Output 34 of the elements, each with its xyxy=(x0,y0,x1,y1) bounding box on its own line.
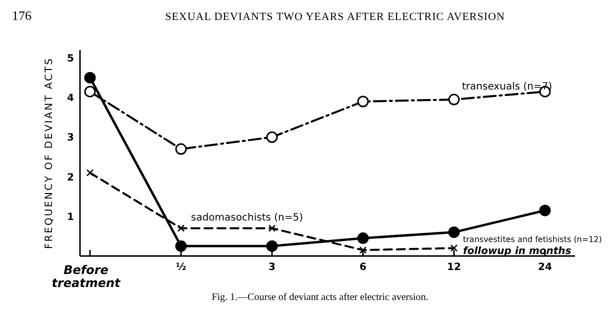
caption: Fig. 1.—Course of deviant acts after electric aversion. xyxy=(212,292,428,303)
y-tick-label: 1 xyxy=(67,212,74,223)
point xyxy=(175,143,187,155)
point xyxy=(266,240,278,252)
point xyxy=(177,224,185,232)
y-tick-label: 3 xyxy=(67,132,74,144)
chart-title: SEXUAL DEVIANTS TWO YEARS AFTER ELECTRIC AVERSION xyxy=(165,11,505,23)
point xyxy=(84,72,96,84)
point xyxy=(268,224,276,232)
point xyxy=(86,169,94,176)
point xyxy=(448,94,460,106)
series-label: transvestites and fetishists (n=12) xyxy=(463,235,602,244)
y-tick-label: 2 xyxy=(67,172,74,184)
point xyxy=(84,86,96,98)
x-tick-label: 6 xyxy=(360,262,367,273)
series-label: transexuals (n=7) xyxy=(462,82,552,93)
point xyxy=(175,240,187,252)
y-tick-label: 5 xyxy=(67,53,74,64)
text: 176 xyxy=(12,8,32,23)
y-axis-title: FREQUENCY OF DEVIANT ACTS xyxy=(44,57,55,249)
y-tick-label: 4 xyxy=(67,93,74,104)
x-tick-label: 24 xyxy=(538,262,552,273)
x-tick-label: Before treatment xyxy=(52,263,122,290)
point xyxy=(359,246,367,254)
x-tick-label: 3 xyxy=(268,262,276,273)
point xyxy=(266,131,278,143)
point xyxy=(357,96,369,108)
series-label: sadomasochists (n=5) xyxy=(191,212,304,224)
x-tick-label: 12 xyxy=(447,262,461,273)
point xyxy=(539,204,551,216)
point xyxy=(450,244,458,252)
point xyxy=(448,226,460,238)
x-tick-label: ½ xyxy=(176,262,186,273)
point xyxy=(357,232,369,244)
